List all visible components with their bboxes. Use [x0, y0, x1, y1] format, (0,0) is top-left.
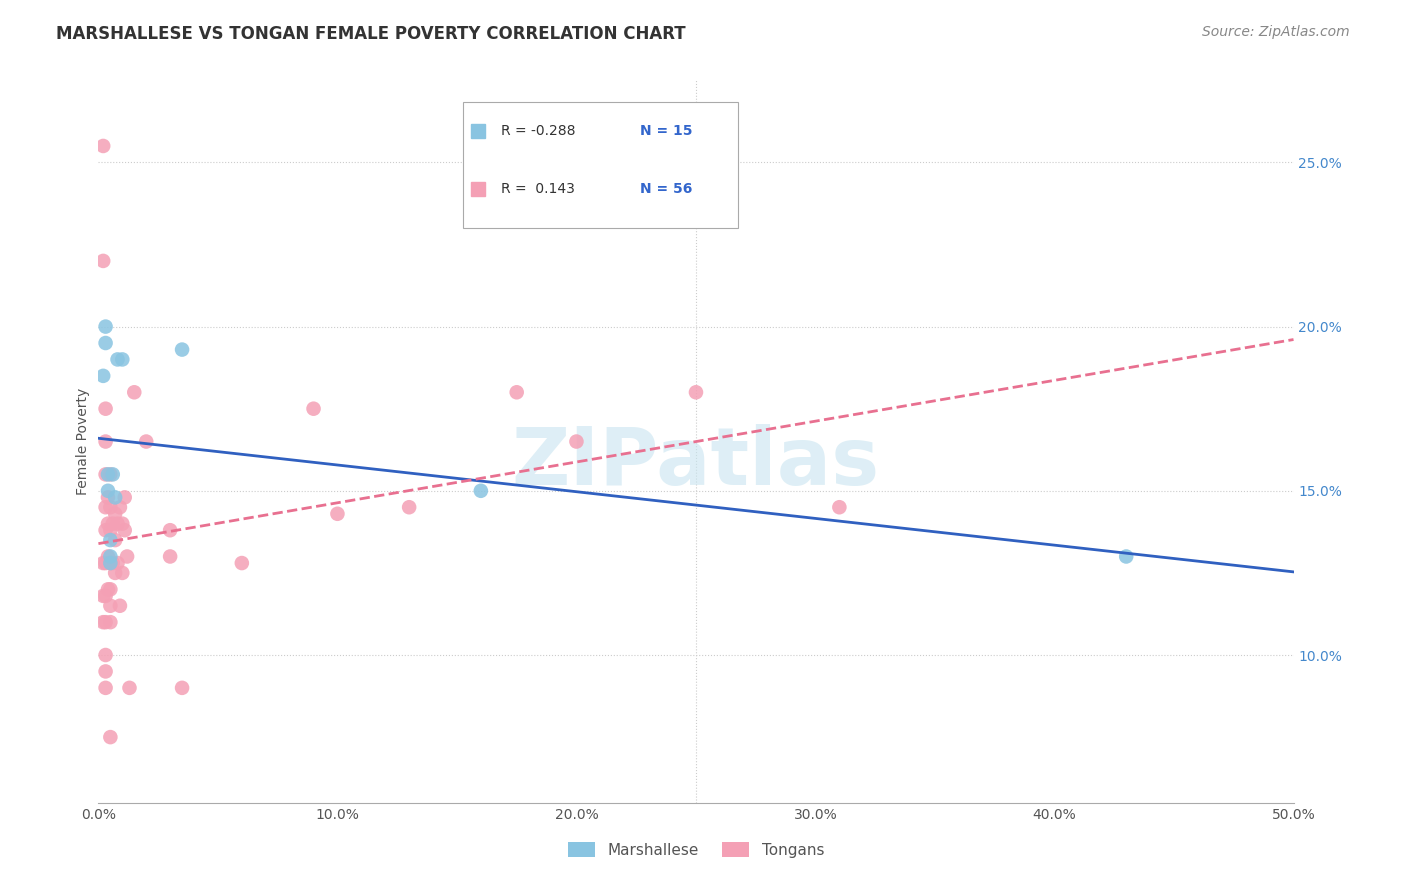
Text: R = -0.288: R = -0.288: [501, 124, 575, 138]
Point: [104, 566, 127, 580]
Point: [114, 491, 136, 505]
Bar: [463, 102, 738, 228]
Point: [115, 549, 138, 564]
Legend: Marshallese, Tongans: Marshallese, Tongans: [562, 836, 830, 863]
Point: [94, 319, 117, 334]
Point: [98, 500, 122, 515]
Point: [94, 467, 117, 482]
Point: [159, 523, 181, 537]
Point: [98, 730, 122, 744]
Point: [302, 401, 325, 416]
Point: [94, 556, 117, 570]
Point: [326, 507, 349, 521]
Point: [172, 681, 194, 695]
Point: [101, 516, 124, 531]
Point: [101, 467, 124, 482]
Point: [506, 385, 529, 400]
Point: [94, 615, 117, 630]
Point: [97, 467, 120, 482]
Point: [135, 434, 157, 449]
Point: [97, 483, 120, 498]
Point: [98, 549, 122, 564]
Point: [118, 681, 141, 695]
Point: [111, 566, 134, 580]
Point: [91, 556, 114, 570]
Point: [98, 556, 122, 570]
Point: [98, 533, 122, 547]
Point: [828, 500, 851, 515]
Point: [398, 500, 420, 515]
Point: [97, 491, 120, 505]
Point: [124, 385, 146, 400]
Text: N = 56: N = 56: [640, 182, 692, 195]
Point: [94, 681, 117, 695]
Point: [94, 336, 117, 351]
Y-axis label: Female Poverty: Female Poverty: [76, 388, 90, 495]
Point: [231, 556, 253, 570]
Point: [97, 516, 120, 531]
Point: [91, 368, 114, 383]
Text: ZIPatlas: ZIPatlas: [512, 425, 880, 502]
Point: [94, 589, 117, 603]
Point: [685, 385, 707, 400]
Point: [94, 434, 117, 449]
Point: [107, 516, 129, 531]
Point: [108, 599, 131, 613]
Point: [91, 139, 114, 153]
Point: [98, 615, 122, 630]
Point: [1115, 549, 1137, 564]
Point: [97, 582, 120, 597]
Point: [104, 533, 127, 547]
Point: [94, 665, 117, 679]
Point: [98, 599, 122, 613]
Point: [94, 523, 117, 537]
Point: [114, 523, 136, 537]
Point: [101, 556, 124, 570]
Point: [94, 401, 117, 416]
Point: [98, 467, 122, 482]
Point: [159, 549, 181, 564]
Point: [107, 352, 129, 367]
Text: Source: ZipAtlas.com: Source: ZipAtlas.com: [1202, 25, 1350, 39]
Point: [104, 491, 127, 505]
Point: [91, 615, 114, 630]
Point: [172, 343, 194, 357]
Point: [565, 434, 588, 449]
Point: [111, 352, 134, 367]
Point: [104, 507, 127, 521]
Text: MARSHALLESE VS TONGAN FEMALE POVERTY CORRELATION CHART: MARSHALLESE VS TONGAN FEMALE POVERTY COR…: [56, 25, 686, 43]
Point: [94, 500, 117, 515]
Point: [98, 582, 122, 597]
Point: [98, 523, 122, 537]
Text: N = 15: N = 15: [640, 124, 692, 138]
Point: [94, 648, 117, 662]
Text: R =  0.143: R = 0.143: [501, 182, 575, 195]
Point: [91, 253, 114, 268]
Point: [108, 500, 131, 515]
Point: [91, 589, 114, 603]
Point: [470, 483, 492, 498]
Point: [111, 516, 134, 531]
Point: [97, 549, 120, 564]
Point: [107, 556, 129, 570]
Point: [98, 556, 122, 570]
